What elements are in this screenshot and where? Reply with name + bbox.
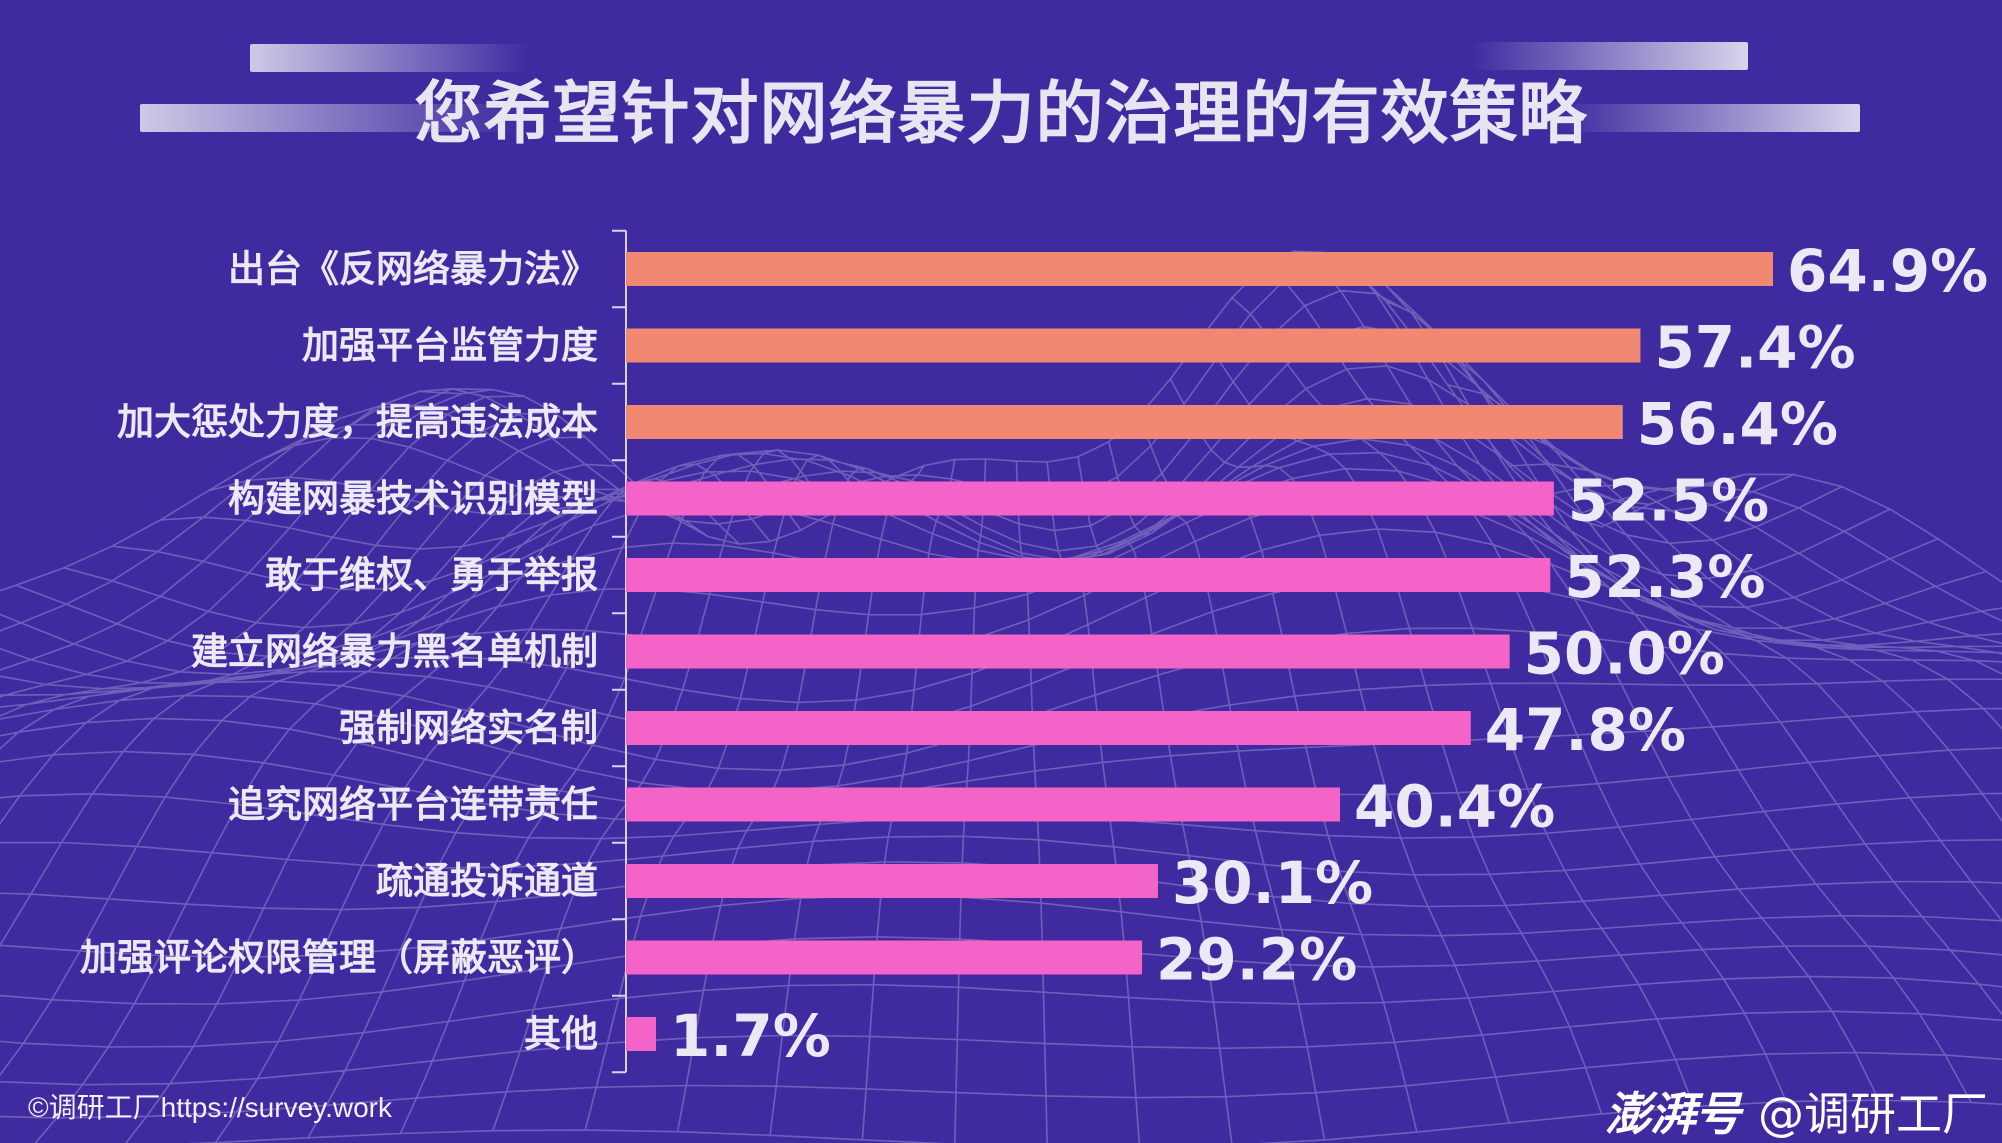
title-decoration-bar [250, 44, 530, 72]
bar [626, 1017, 657, 1051]
bar [626, 711, 1471, 745]
value-label: 47.8% [1485, 696, 1686, 764]
bar [626, 940, 1143, 975]
category-label: 出台《反网络暴力法》 [228, 248, 598, 291]
value-label: 52.3% [1564, 543, 1765, 611]
category-label: 敢于维权、勇于举报 [265, 554, 598, 597]
title-decoration-bar [1560, 104, 1860, 132]
category-label: 其他 [524, 1013, 598, 1056]
brand-logo: 澎湃号 [1605, 1087, 1741, 1141]
value-label: 52.5% [1568, 467, 1769, 535]
value-label: 56.4% [1637, 390, 1838, 458]
value-label: 50.0% [1524, 620, 1725, 688]
bar [626, 405, 1623, 439]
value-label: 29.2% [1156, 926, 1357, 994]
value-label: 40.4% [1354, 773, 1555, 841]
category-label: 建立网络暴力黑名单机制 [191, 630, 598, 673]
value-label: 1.7% [670, 1002, 831, 1070]
title-decoration-bar [140, 104, 520, 132]
bar [626, 558, 1551, 592]
copyright-text: ©调研工厂https://survey.work [28, 1092, 392, 1123]
bar [626, 481, 1554, 516]
category-label: 强制网络实名制 [339, 707, 598, 750]
bar [626, 328, 1641, 363]
bar [626, 252, 1773, 286]
category-label: 加大惩处力度，提高违法成本 [117, 401, 598, 444]
chart-title: 您希望针对网络暴力的治理的有效策略 [414, 75, 1588, 154]
value-label: 30.1% [1172, 849, 1373, 917]
brand-watermark: 澎湃号 @调研工厂 [1548, 1078, 1988, 1143]
category-label: 构建网暴技术识别模型 [228, 477, 598, 520]
title-decoration-bar [1470, 42, 1748, 70]
category-label: 加强评论权限管理（屏蔽恶评） [80, 936, 598, 979]
brand-account: @调研工厂 [1758, 1087, 1988, 1141]
bar [626, 634, 1510, 669]
category-label: 追究网络平台连带责任 [228, 783, 598, 826]
bar [626, 864, 1158, 898]
value-label: 64.9% [1787, 237, 1988, 305]
value-label: 57.4% [1654, 314, 1855, 382]
bar [626, 787, 1341, 822]
category-label: 加强平台监管力度 [302, 324, 598, 367]
category-label: 疏通投诉通道 [376, 860, 598, 903]
